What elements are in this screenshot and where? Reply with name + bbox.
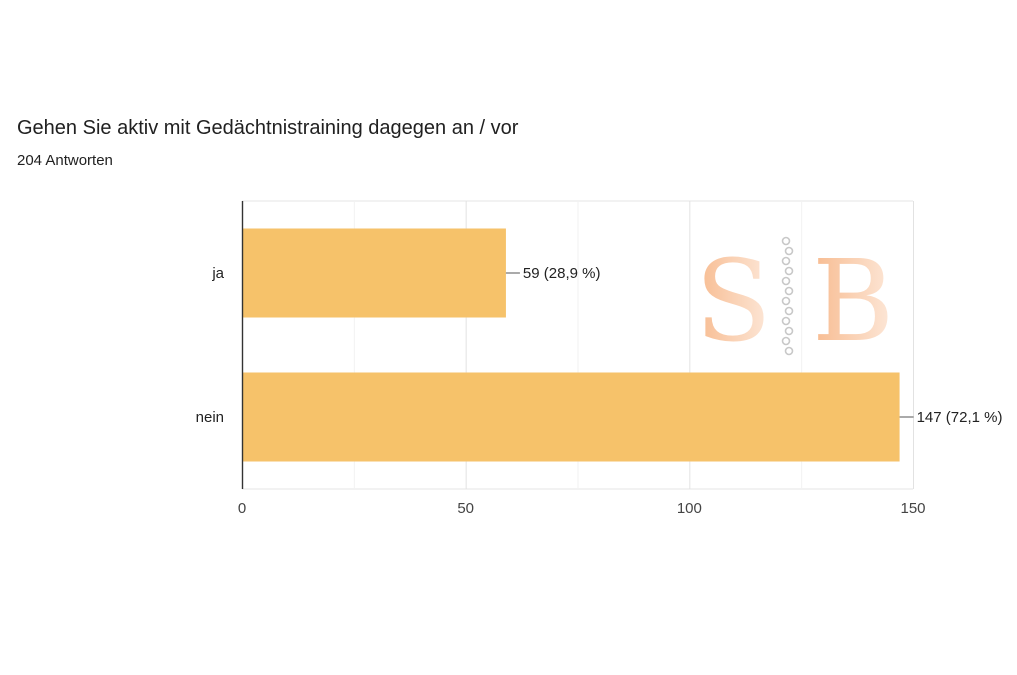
watermark-bead [784, 286, 794, 296]
watermark-bead [784, 326, 794, 336]
bar-nein [242, 372, 900, 462]
axis-layer: 0 50 100 150 [238, 201, 926, 517]
x-tick-label: 0 [238, 500, 246, 517]
category-label: nein [196, 409, 224, 426]
chart-title: Gehen Sie aktiv mit Gedächtnistraining d… [17, 117, 519, 139]
watermark-letter-s: S [695, 237, 772, 367]
watermark-bead [784, 266, 794, 276]
x-tick-label: 150 [900, 500, 925, 517]
watermark-letter-b: B [812, 237, 894, 367]
watermark-bead [784, 346, 794, 356]
watermark-bead [781, 276, 791, 286]
data-label: 59 (28,9 %) [523, 265, 601, 282]
watermark-bead [781, 336, 791, 346]
watermark-bead [781, 296, 791, 306]
data-label: 147 (72,1 %) [917, 409, 1003, 426]
x-tick-label: 100 [677, 500, 702, 517]
bar-ja [242, 228, 506, 318]
watermark-bead [784, 306, 794, 316]
watermark-bead [781, 256, 791, 266]
watermark-bead [784, 246, 794, 256]
response-count: 204 Antworten [17, 152, 113, 169]
watermark-bead [781, 316, 791, 326]
bars-layer [242, 228, 900, 462]
labels-layer: ja 59 (28,9 %) nein 147 (72,1 %) [196, 265, 1003, 426]
x-tick-label: 50 [457, 500, 474, 517]
category-label: ja [211, 265, 224, 282]
watermark-bead [781, 236, 791, 246]
